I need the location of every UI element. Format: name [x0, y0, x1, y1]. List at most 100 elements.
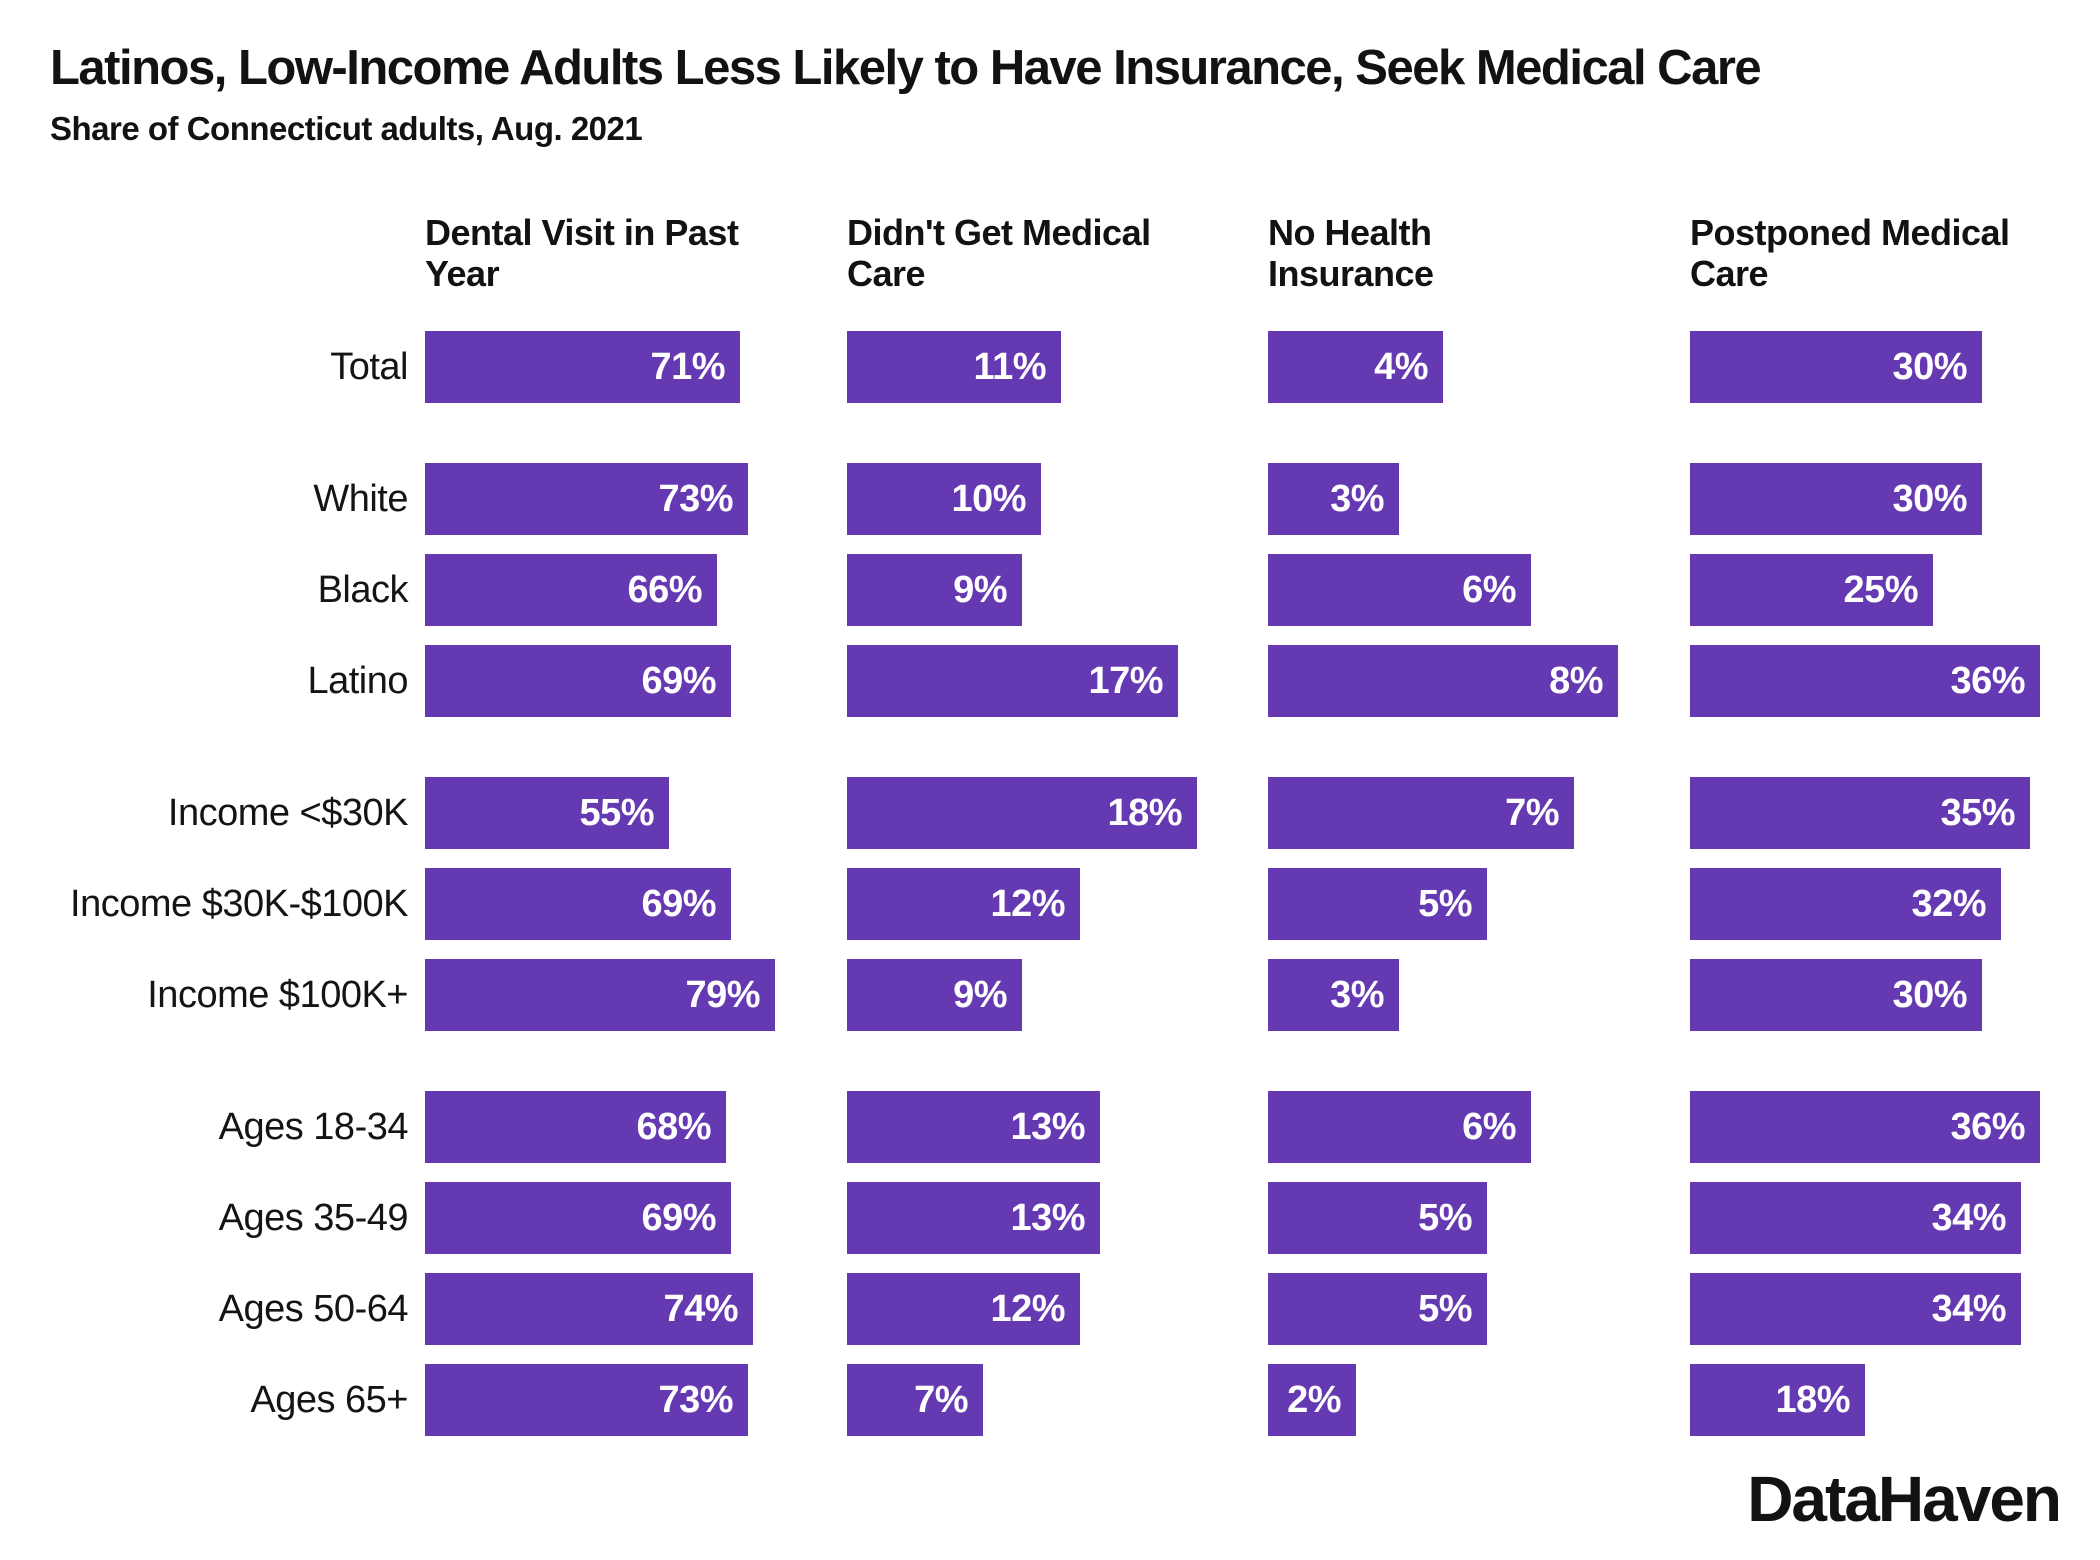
bar: 79%: [425, 959, 775, 1031]
bar: 30%: [1690, 463, 1982, 535]
bar: 12%: [847, 1273, 1080, 1345]
row-label: Black: [317, 569, 409, 611]
bar-value-label: 30%: [1892, 477, 1967, 520]
row-label: Ages 50-64: [218, 1288, 409, 1330]
bar: 2%: [1268, 1364, 1356, 1436]
bar: 34%: [1690, 1273, 2021, 1345]
bar: 68%: [425, 1091, 726, 1163]
bar: 69%: [425, 1182, 731, 1254]
bar: 55%: [425, 777, 669, 849]
bar-value-label: 2%: [1287, 1378, 1341, 1421]
bar-value-label: 13%: [1010, 1105, 1085, 1148]
bar-value-label: 3%: [1330, 973, 1384, 1016]
bar-value-label: 73%: [658, 1378, 733, 1421]
bar-value-label: 35%: [1940, 791, 2015, 834]
bar: 73%: [425, 1364, 748, 1436]
bar-value-label: 36%: [1950, 1105, 2025, 1148]
bar: 12%: [847, 868, 1080, 940]
bar: 6%: [1268, 1091, 1531, 1163]
column-header: Dental Visit in Past Year: [425, 212, 739, 294]
bar: 73%: [425, 463, 748, 535]
bar: 18%: [847, 777, 1197, 849]
bar-value-label: 8%: [1549, 659, 1603, 702]
bar-value-label: 18%: [1775, 1378, 1850, 1421]
row-label: Income $100K+: [147, 974, 408, 1016]
bar-value-label: 18%: [1107, 791, 1182, 834]
bar-value-label: 79%: [685, 973, 760, 1016]
bar: 36%: [1690, 1091, 2040, 1163]
bar-value-label: 30%: [1892, 973, 1967, 1016]
bar: 34%: [1690, 1182, 2021, 1254]
row-label: Ages 35-49: [218, 1197, 409, 1239]
bar: 5%: [1268, 868, 1487, 940]
bar: 30%: [1690, 959, 1982, 1031]
bar-value-label: 69%: [641, 659, 716, 702]
bar: 30%: [1690, 331, 1982, 403]
bar: 35%: [1690, 777, 2030, 849]
bar-value-label: 6%: [1462, 1105, 1516, 1148]
chart-subtitle: Share of Connecticut adults, Aug. 2021: [50, 110, 643, 147]
bar-value-label: 10%: [951, 477, 1026, 520]
bar-value-label: 13%: [1010, 1196, 1085, 1239]
bar: 69%: [425, 645, 731, 717]
row-label: Income <$30K: [167, 792, 409, 834]
bar-value-label: 9%: [953, 973, 1007, 1016]
column-header: No Health Insurance: [1268, 212, 1434, 294]
bar: 74%: [425, 1273, 753, 1345]
bar-value-label: 55%: [579, 791, 654, 834]
bar: 66%: [425, 554, 717, 626]
bar: 3%: [1268, 959, 1399, 1031]
chart-title: Latinos, Low-Income Adults Less Likely t…: [50, 41, 1762, 95]
bar-value-label: 9%: [953, 568, 1007, 611]
bar-value-label: 5%: [1418, 1287, 1472, 1330]
bar: 13%: [847, 1182, 1100, 1254]
bar: 18%: [1690, 1364, 1865, 1436]
bar-value-label: 5%: [1418, 1196, 1472, 1239]
bar: 9%: [847, 959, 1022, 1031]
bar: 3%: [1268, 463, 1399, 535]
row-label: Ages 65+: [250, 1379, 408, 1421]
bar-value-label: 66%: [627, 568, 702, 611]
bar-value-label: 4%: [1374, 345, 1428, 388]
bar: 7%: [1268, 777, 1574, 849]
bar: 71%: [425, 331, 740, 403]
bar: 11%: [847, 331, 1061, 403]
bar-value-label: 12%: [990, 882, 1065, 925]
column-header: Didn't Get Medical Care: [847, 212, 1151, 294]
bar: 36%: [1690, 645, 2040, 717]
row-label: White: [313, 478, 408, 520]
bar: 25%: [1690, 554, 1933, 626]
bar-value-label: 69%: [641, 882, 716, 925]
bar: 6%: [1268, 554, 1531, 626]
bar: 9%: [847, 554, 1022, 626]
bar-value-label: 25%: [1843, 568, 1918, 611]
bar-value-label: 7%: [914, 1378, 968, 1421]
bar: 17%: [847, 645, 1178, 717]
row-label: Latino: [307, 660, 408, 702]
bar-value-label: 74%: [663, 1287, 738, 1330]
bar-value-label: 11%: [973, 345, 1047, 388]
row-label: Ages 18-34: [218, 1106, 409, 1148]
bar: 10%: [847, 463, 1041, 535]
bar-value-label: 36%: [1950, 659, 2025, 702]
bar-value-label: 12%: [990, 1287, 1065, 1330]
bar-value-label: 6%: [1462, 568, 1516, 611]
bar-value-label: 34%: [1931, 1287, 2006, 1330]
bar: 7%: [847, 1364, 983, 1436]
bar-value-label: 7%: [1505, 791, 1559, 834]
bar: 4%: [1268, 331, 1443, 403]
datahaven-wordmark: DataHaven: [1747, 1463, 2062, 1535]
bar-value-label: 17%: [1088, 659, 1163, 702]
bar-value-label: 71%: [650, 345, 725, 388]
bar-value-label: 68%: [636, 1105, 711, 1148]
row-label: Total: [330, 346, 408, 388]
bar: 69%: [425, 868, 731, 940]
bar-value-label: 73%: [658, 477, 733, 520]
bar-value-label: 32%: [1911, 882, 1986, 925]
column-header: Postponed Medical Care: [1690, 212, 2010, 294]
bar-value-label: 69%: [641, 1196, 716, 1239]
row-label: Income $30K-$100K: [70, 883, 408, 925]
bar-value-label: 34%: [1931, 1196, 2006, 1239]
bar-value-label: 30%: [1892, 345, 1967, 388]
